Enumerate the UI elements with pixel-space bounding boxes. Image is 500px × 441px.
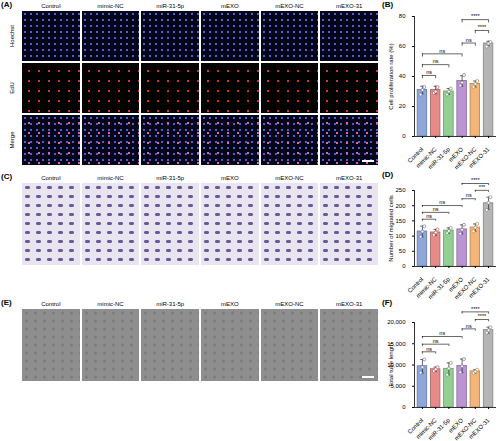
svg-text:200: 200	[395, 203, 406, 209]
svg-text:mEXO: mEXO	[447, 146, 465, 163]
html-text:(B): (B)	[382, 0, 394, 9]
svg-text:mEXO-NC: mEXO-NC	[453, 276, 478, 301]
svg-text:15,000: 15,000	[387, 340, 406, 347]
html-text:Control: Control	[41, 3, 61, 9]
svg-text:****: ****	[471, 13, 480, 19]
svg-text:ns: ns	[433, 338, 439, 344]
svg-text:mimic-NC: mimic-NC	[414, 417, 438, 440]
svg-text:ns: ns	[466, 323, 472, 329]
html-text:(F): (F)	[382, 298, 393, 307]
html-text:mEXO-NC: mEXO-NC	[275, 175, 304, 181]
svg-text:mEXO: mEXO	[447, 276, 465, 293]
html-text:Control: Control	[41, 175, 61, 181]
svg-text:mEXO-31: mEXO-31	[468, 146, 491, 169]
svg-text:mEXO-31: mEXO-31	[468, 417, 491, 440]
svg-text:mimic-NC: mimic-NC	[414, 146, 438, 169]
html-text:mEXO: mEXO	[221, 3, 239, 9]
html-text:mEXO-31: mEXO-31	[336, 175, 363, 181]
svg-text:0: 0	[402, 404, 406, 410]
svg-text:ns: ns	[426, 69, 432, 75]
html-text:(A): (A)	[1, 0, 13, 9]
svg-text:mEXO-NC: mEXO-NC	[453, 146, 478, 171]
svg-text:****: ****	[471, 177, 480, 183]
svg-text:****: ****	[471, 306, 480, 312]
svg-text:Cell proliferation rate (%): Cell proliferation rate (%)	[388, 43, 394, 109]
svg-text:ns: ns	[439, 330, 445, 336]
html-text:miR-31-5p: miR-31-5p	[156, 175, 185, 181]
html-text:mEXO-NC: mEXO-NC	[275, 301, 304, 307]
html-text:(D): (D)	[382, 170, 394, 179]
svg-text:ns: ns	[426, 346, 432, 352]
html-text:Merge: Merge	[9, 131, 15, 149]
svg-text:ns: ns	[439, 48, 445, 54]
svg-text:0: 0	[402, 263, 406, 269]
html-text:mimic-NC: mimic-NC	[97, 301, 124, 307]
svg-text:100: 100	[395, 233, 406, 239]
svg-text:20,000: 20,000	[387, 319, 406, 325]
html-text:EdU: EdU	[9, 82, 15, 94]
svg-text:****: ****	[478, 24, 487, 30]
svg-text:20: 20	[399, 103, 406, 109]
html-text:Control: Control	[41, 301, 61, 307]
svg-text:****: ****	[478, 313, 487, 319]
svg-text:5,000: 5,000	[390, 383, 406, 390]
svg-text:ns: ns	[426, 213, 432, 219]
html-text:mEXO-31: mEXO-31	[336, 3, 363, 9]
svg-text:150: 150	[395, 218, 406, 224]
html-text:miR-31-5p: miR-31-5p	[156, 3, 185, 9]
svg-text:***: ***	[479, 184, 486, 190]
html-text:mEXO: mEXO	[221, 301, 239, 307]
svg-text:60: 60	[399, 43, 406, 49]
svg-text:50: 50	[399, 248, 406, 254]
svg-text:Control: Control	[406, 146, 425, 165]
svg-text:250: 250	[395, 187, 406, 193]
svg-text:ns: ns	[466, 37, 472, 43]
html-text:Hoechst: Hoechst	[9, 25, 15, 47]
html-text:(C): (C)	[1, 172, 13, 181]
svg-text:Number of migrated cells: Number of migrated cells	[388, 195, 394, 262]
svg-text:mimic-NC: mimic-NC	[414, 276, 438, 299]
svg-text:10,000: 10,000	[387, 361, 406, 368]
html-text:mimic-NC: mimic-NC	[97, 175, 124, 181]
html-text:(E): (E)	[1, 298, 12, 307]
html-text:mEXO-NC: mEXO-NC	[275, 3, 304, 9]
svg-text:ns: ns	[439, 199, 445, 205]
html-text:mEXO: mEXO	[221, 175, 239, 181]
svg-text:Total tube length: Total tube length	[388, 343, 394, 387]
svg-text:miR-31-5p: miR-31-5p	[426, 146, 451, 171]
svg-text:40: 40	[399, 73, 406, 79]
svg-text:Control: Control	[406, 417, 425, 436]
svg-text:80: 80	[399, 13, 406, 19]
html-text:mimic-NC: mimic-NC	[97, 3, 124, 9]
svg-text:ns: ns	[433, 58, 439, 64]
svg-text:ns: ns	[466, 192, 472, 198]
svg-text:mEXO-31: mEXO-31	[468, 276, 491, 299]
svg-text:miR-31-5p: miR-31-5p	[426, 276, 451, 301]
svg-text:0: 0	[402, 133, 406, 139]
svg-text:Control: Control	[406, 276, 425, 295]
html-text:mEXO-31: mEXO-31	[336, 301, 363, 307]
svg-text:ns: ns	[433, 206, 439, 212]
html-text:miR-31-5p: miR-31-5p	[156, 301, 185, 307]
